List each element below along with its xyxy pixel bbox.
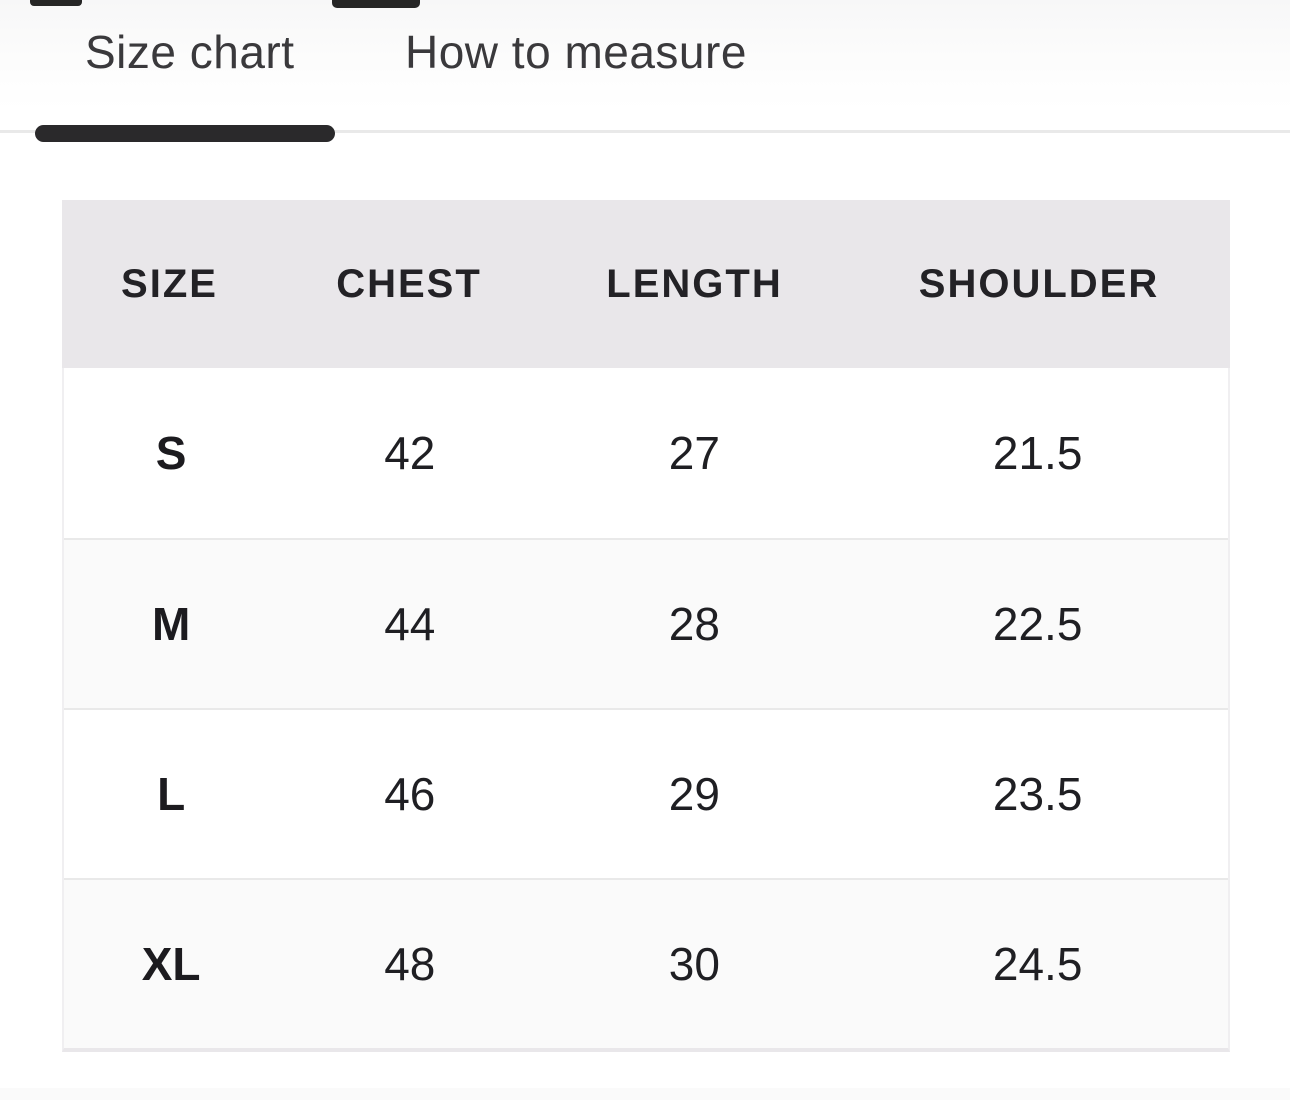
cell-shoulder: 24.5 bbox=[992, 938, 1083, 990]
size-chart-tabbar: Size chart How to measure bbox=[0, 0, 1290, 145]
cell-shoulder: 22.5 bbox=[992, 598, 1083, 650]
cropped-content-artifact bbox=[332, 0, 420, 8]
table-row-s: S 42 27 21.5 bbox=[64, 368, 1228, 538]
active-tab-indicator bbox=[35, 125, 335, 142]
cell-size: XL bbox=[141, 938, 201, 990]
header-length: LENGTH bbox=[606, 261, 783, 306]
cell-size: L bbox=[157, 768, 186, 820]
table-row-xl: XL 48 30 24.5 bbox=[64, 878, 1228, 1048]
cell-chest: 48 bbox=[384, 938, 436, 990]
cell-length: 28 bbox=[668, 598, 720, 650]
cell-chest: 44 bbox=[384, 598, 436, 650]
cell-shoulder: 21.5 bbox=[992, 427, 1083, 479]
header-shoulder: SHOULDER bbox=[918, 261, 1160, 306]
cell-size: S bbox=[155, 427, 187, 479]
cell-length: 29 bbox=[668, 768, 720, 820]
header-size: SIZE bbox=[121, 261, 218, 306]
cell-chest: 42 bbox=[384, 427, 436, 479]
table-row-m: M 44 28 22.5 bbox=[64, 538, 1228, 708]
cell-length: 27 bbox=[668, 427, 720, 479]
tab-size-chart[interactable]: Size chart bbox=[85, 26, 295, 78]
tab-track-line bbox=[0, 130, 1290, 133]
cell-chest: 46 bbox=[384, 768, 436, 820]
tab-how-to-measure[interactable]: How to measure bbox=[405, 26, 747, 78]
cell-length: 30 bbox=[668, 938, 720, 990]
table-body: S 42 27 21.5 M 44 28 22.5 L 46 29 23.5 X… bbox=[62, 368, 1230, 1052]
table-row-l: L 46 29 23.5 bbox=[64, 708, 1228, 878]
cropped-content-artifact bbox=[30, 0, 82, 6]
next-section-edge bbox=[0, 1088, 1290, 1100]
cell-shoulder: 23.5 bbox=[992, 768, 1083, 820]
size-chart-table: SIZE CHEST LENGTH SHOULDER S 42 27 21.5 … bbox=[62, 200, 1230, 1052]
cell-size: M bbox=[151, 598, 191, 650]
header-chest: CHEST bbox=[336, 261, 482, 306]
table-header-row: SIZE CHEST LENGTH SHOULDER bbox=[62, 200, 1230, 368]
